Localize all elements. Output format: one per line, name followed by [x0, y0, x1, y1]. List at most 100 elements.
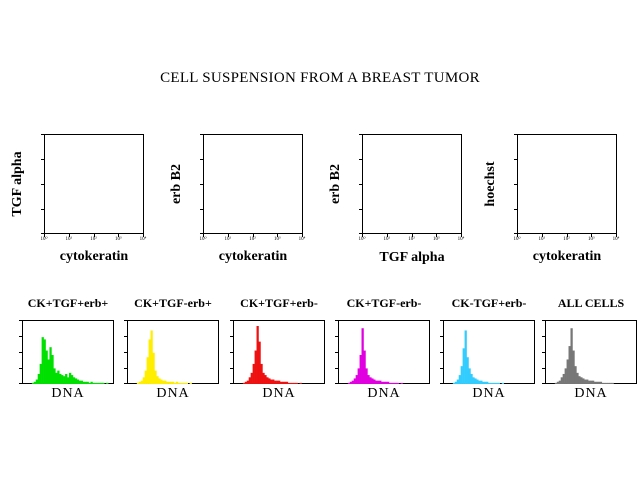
- dna-histogram-3: [230, 320, 325, 384]
- histogram-bar: [556, 381, 560, 384]
- histogram-bar: [170, 381, 173, 384]
- histogram-title: CK-TGF+erb-: [451, 296, 527, 310]
- y-tick: [542, 368, 545, 369]
- y-tick: [359, 184, 362, 185]
- histogram-bar: [367, 375, 370, 384]
- scatter-plot-1: 10⁰ 10¹ 10² 10³ 10⁴: [40, 134, 146, 242]
- histogram-bar: [90, 381, 93, 384]
- histogram-bar: [250, 372, 253, 384]
- histogram-bar: [262, 372, 265, 384]
- histogram-bar: [160, 379, 163, 384]
- y-axis-label: erb B2: [328, 163, 343, 205]
- y-tick: [542, 320, 545, 321]
- x-axis-label: cytokeratin: [59, 249, 129, 264]
- histogram-bar: [287, 382, 291, 384]
- histogram-bar: [601, 382, 605, 384]
- histogram-bar: [150, 330, 153, 384]
- histogram-bar: [609, 382, 612, 384]
- y-tick: [230, 383, 233, 384]
- x-tick-label: 10²: [563, 237, 570, 242]
- x-axis-label: DNA: [367, 386, 401, 401]
- plot-frame: [517, 134, 617, 234]
- x-axis-label: TGF alpha: [379, 250, 445, 265]
- y-tick: [440, 383, 443, 384]
- histogram-bar: [460, 366, 463, 384]
- histogram-title: CK+TGF+erb-: [240, 296, 318, 310]
- x-tick: [118, 234, 120, 237]
- scatter-plot-3: 10⁰ 10¹ 10² 10³ 10⁴: [358, 134, 464, 242]
- y-tick: [514, 233, 517, 234]
- histogram-bar: [174, 382, 177, 384]
- x-tick: [143, 234, 144, 237]
- histogram-frame: [443, 320, 535, 384]
- histogram-bar: [254, 350, 257, 384]
- histogram-bar: [67, 377, 70, 384]
- histogram-bar: [488, 382, 491, 384]
- x-tick-label: 10⁰: [358, 237, 366, 242]
- histogram-frame: [127, 320, 219, 384]
- histogram-bar: [353, 378, 356, 384]
- x-tick-label: 10¹: [65, 237, 73, 242]
- histogram-bar: [280, 381, 283, 384]
- histogram-bar: [558, 380, 561, 384]
- x-tick: [203, 234, 204, 237]
- histogram-bar: [572, 350, 575, 384]
- histogram-frame: [338, 320, 430, 384]
- histogram-bar: [185, 382, 188, 384]
- y-tick: [19, 352, 22, 353]
- histogram-bar: [363, 350, 366, 384]
- scatter-plot-4: 10⁰ 10¹ 10² 10³ 10⁴: [513, 134, 619, 242]
- histogram-bar: [39, 363, 42, 384]
- histogram-bar: [246, 380, 249, 384]
- y-tick: [19, 336, 22, 337]
- histogram-bar: [390, 382, 394, 384]
- histogram-bar: [603, 382, 606, 384]
- y-tick: [230, 368, 233, 369]
- histogram-bar: [242, 382, 246, 384]
- plot-frame: [203, 134, 303, 234]
- histogram-bar: [454, 381, 458, 384]
- histogram-bar: [179, 382, 183, 384]
- histogram-bar: [142, 377, 145, 384]
- y-tick: [41, 184, 44, 185]
- y-tick: [19, 368, 22, 369]
- y-tick: [41, 134, 44, 135]
- histogram-bar: [162, 380, 165, 384]
- x-tick: [411, 234, 413, 237]
- x-axis-label: DNA: [472, 386, 506, 401]
- histogram-bar: [35, 379, 38, 384]
- histogram-bar: [394, 382, 398, 384]
- x-tick-label: 10³: [274, 237, 281, 242]
- histogram-bar: [78, 380, 82, 384]
- x-axis-label: DNA: [574, 386, 608, 401]
- histogram-bar: [94, 382, 97, 384]
- histogram-bar: [472, 377, 475, 384]
- histogram-bar: [593, 381, 597, 384]
- histogram-bar: [349, 381, 353, 384]
- histogram-bar: [570, 328, 573, 384]
- page-title: CELL SUSPENSION FROM A BREAST TUMOR: [160, 70, 480, 86]
- histogram-bar: [597, 381, 601, 384]
- histogram-bar: [462, 348, 465, 384]
- histogram-bar: [268, 378, 271, 384]
- histogram-bar: [493, 382, 497, 384]
- histogram-bar: [51, 355, 54, 384]
- histogram-bar: [92, 382, 95, 384]
- plot-frame: [362, 134, 462, 234]
- x-tick-label: 10¹: [538, 237, 546, 242]
- histogram-bar: [175, 381, 179, 384]
- histogram-bar: [260, 363, 263, 384]
- histogram-bar: [299, 382, 302, 384]
- histogram-bar: [574, 366, 577, 384]
- x-tick: [362, 234, 363, 237]
- dna-histogram-1: [19, 320, 114, 384]
- histogram-bar: [580, 377, 583, 384]
- histogram-svg: [31, 337, 109, 384]
- histogram-bar: [189, 382, 192, 384]
- histogram-bar: [607, 382, 610, 384]
- histogram-bar: [495, 382, 499, 384]
- histogram-svg: [242, 326, 302, 384]
- x-tick: [591, 234, 593, 237]
- x-tick: [541, 234, 543, 237]
- histogram-bar: [568, 346, 571, 384]
